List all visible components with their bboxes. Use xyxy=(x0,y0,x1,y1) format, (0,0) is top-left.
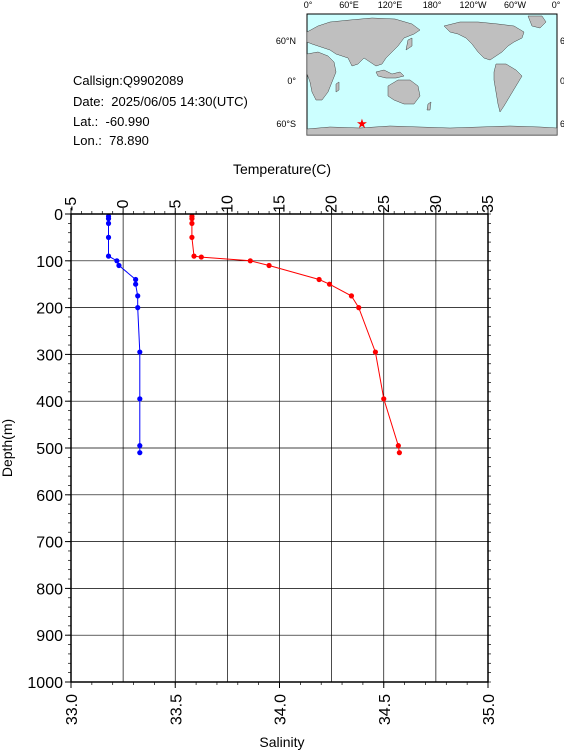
depth-tick-label: 200 xyxy=(36,301,63,318)
temperature-data-point xyxy=(326,281,333,287)
temperature-data-point xyxy=(189,234,195,240)
salinity-data-point xyxy=(135,305,141,311)
depth-tick-label: 100 xyxy=(36,254,63,271)
depth-tick-label: 400 xyxy=(36,394,63,411)
salinity-data-point xyxy=(133,281,139,287)
depth-tick-label: 600 xyxy=(36,488,63,505)
map-lon-labels: 0° 60°E 120°E 180° 120°W 60°W 0° xyxy=(304,0,561,10)
salinity-data-point xyxy=(137,450,143,456)
plot-frame xyxy=(70,213,489,683)
salinity-tick-label: 34.5 xyxy=(377,694,394,725)
temperature-data-point xyxy=(348,293,355,299)
temperature-axis-title: Temperature(C) xyxy=(233,161,331,177)
eurasia-landmass xyxy=(306,17,421,67)
map-lon-label: 0° xyxy=(304,0,313,10)
salinity-data-point xyxy=(105,220,112,226)
map-lat-label: 60°N xyxy=(560,36,564,46)
temperature-profile-line xyxy=(191,216,400,453)
map-lon-label: 120°W xyxy=(459,0,487,10)
indonesia-landmass xyxy=(375,69,405,79)
map-lat-label: 0° xyxy=(287,76,296,86)
greenland-landmass xyxy=(527,15,547,29)
salinity-data-point xyxy=(137,443,143,449)
map-lat-labels: 60°N 0° 60°S xyxy=(276,36,297,129)
temperature-data-point xyxy=(198,254,204,260)
depth-tick-label: 300 xyxy=(36,347,63,364)
map-lat-label: 60°S xyxy=(276,119,296,129)
australia-landmass xyxy=(387,79,421,105)
salinity-data-point xyxy=(135,293,141,299)
temperature-tick-label: 35 xyxy=(480,195,497,213)
salinity-tick-label: 33.0 xyxy=(64,694,81,725)
depth-axis-title: Depth(m) xyxy=(0,419,15,477)
temperature-tick-label: 30 xyxy=(428,195,445,213)
salinity-tick-label: 34.0 xyxy=(273,694,290,725)
temperature-data-point xyxy=(189,220,195,226)
temperature-data-point xyxy=(396,450,402,456)
depth-tick-label: 500 xyxy=(36,441,63,458)
callsign-text: Callsign:Q9902089 xyxy=(73,73,184,88)
depth-tick-label: 700 xyxy=(36,535,63,552)
temperature-data-point xyxy=(191,253,197,259)
temperature-data-point xyxy=(381,396,387,402)
location-map: 0° 60°E 120°E 180° 120°W 60°W 0° 60°N 0° xyxy=(276,0,564,136)
map-lon-label: 180° xyxy=(423,0,442,10)
map-land xyxy=(306,15,558,136)
temperature-data-point xyxy=(372,349,379,355)
temperature-data-point xyxy=(316,276,322,283)
africa-landmass xyxy=(306,51,337,101)
salinity-data-point xyxy=(137,396,143,402)
temperature-tick-label: 0 xyxy=(115,199,132,208)
salinity-data-point xyxy=(133,276,139,283)
chart-series xyxy=(105,213,402,456)
depth-tick-label: 0 xyxy=(54,207,63,224)
salinity-data-point xyxy=(105,253,112,259)
south-america-landmass xyxy=(493,63,523,113)
temperature-tick-label: 25 xyxy=(376,195,393,213)
depth-tick-label: 800 xyxy=(36,581,63,598)
temperature-data-point xyxy=(356,305,362,311)
temperature-data-point xyxy=(395,443,401,449)
temperature-tick-label: 10 xyxy=(219,195,236,213)
madagascar-landmass xyxy=(335,81,340,93)
salinity-data-point xyxy=(105,234,112,240)
salinity-profile-line xyxy=(108,216,141,453)
temperature-data-point xyxy=(266,262,272,269)
depth-tick-label: 1000 xyxy=(27,675,63,692)
date-text: Date: 2025/06/05 14:30(UTC) xyxy=(73,94,248,109)
map-lon-label: 60°E xyxy=(339,0,359,10)
new-zealand-landmass xyxy=(426,101,432,111)
temperature-tick-label: -5 xyxy=(63,197,80,211)
station-star-icon: ★ xyxy=(356,116,368,131)
salinity-data-point xyxy=(105,216,112,222)
map-lon-label: 0° xyxy=(552,0,561,10)
salinity-data-point xyxy=(114,258,120,264)
salinity-data-point xyxy=(116,262,122,269)
map-lon-label: 120°E xyxy=(378,0,403,10)
temperature-tick-label: 20 xyxy=(324,195,341,213)
map-lat-label: 0° xyxy=(560,76,564,86)
map-lon-label: 60°W xyxy=(504,0,527,10)
salinity-tick-label: 35.0 xyxy=(481,694,498,725)
temperature-tick-label: 15 xyxy=(272,195,289,213)
latitude-text: Lat.: -60.990 xyxy=(73,114,150,129)
temperature-tick-label: 5 xyxy=(167,199,184,208)
temperature-data-point xyxy=(189,216,195,222)
map-lat-labels-right: 60°N 0° 60°S xyxy=(560,36,564,129)
salinity-data-point xyxy=(137,349,143,355)
japan-landmass xyxy=(405,37,413,51)
salinity-tick-label: 33.5 xyxy=(168,694,185,725)
depth-tick-label: 900 xyxy=(36,628,63,645)
temperature-data-point xyxy=(247,258,253,264)
salinity-axis-title: Salinity xyxy=(259,734,304,750)
north-america-landmass xyxy=(443,21,525,61)
antarctica-landmass xyxy=(306,125,558,136)
map-lat-label: 60°S xyxy=(560,119,564,129)
longitude-text: Lon.: 78.890 xyxy=(73,133,149,148)
map-lat-label: 60°N xyxy=(276,36,296,46)
